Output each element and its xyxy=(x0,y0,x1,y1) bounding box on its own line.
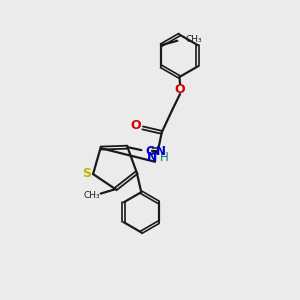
Text: H: H xyxy=(160,151,168,164)
Text: N: N xyxy=(156,145,166,158)
Text: O: O xyxy=(175,83,185,96)
Text: C: C xyxy=(146,145,154,158)
Text: CH₃: CH₃ xyxy=(83,190,100,200)
Text: O: O xyxy=(131,119,142,132)
Text: S: S xyxy=(82,167,91,180)
Text: N: N xyxy=(147,151,157,164)
Text: CH₃: CH₃ xyxy=(185,35,202,44)
